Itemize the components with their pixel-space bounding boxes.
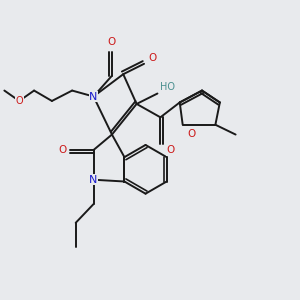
Text: N: N [89,92,98,101]
Text: O: O [187,129,195,139]
Text: O: O [166,145,174,155]
Text: O: O [149,53,157,64]
Text: HO: HO [160,82,175,92]
Text: O: O [108,38,116,47]
Text: O: O [58,145,66,155]
Text: O: O [15,96,23,106]
Text: N: N [89,175,98,185]
